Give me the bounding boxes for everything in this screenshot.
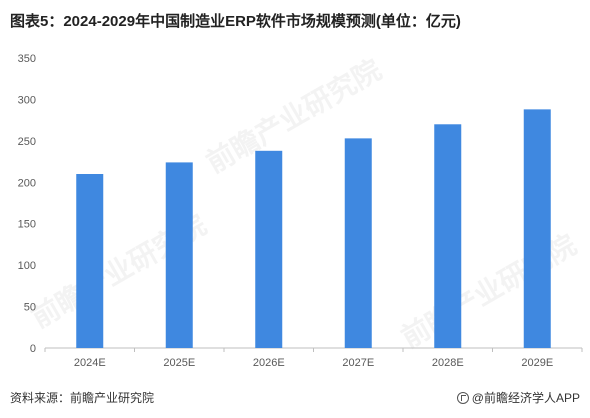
chart-title: 图表5：2024-2029年中国制造业ERP软件市场规模预测(单位：亿元) bbox=[10, 13, 461, 30]
brand-label: @前瞻经济学人APP bbox=[471, 391, 580, 405]
y-tick-label: 100 bbox=[18, 260, 36, 272]
bar bbox=[434, 124, 462, 349]
bar bbox=[165, 162, 193, 348]
bar bbox=[255, 150, 283, 348]
y-tick-label: 250 bbox=[18, 136, 36, 148]
y-tick-label: 0 bbox=[30, 343, 36, 355]
y-tick-label: 50 bbox=[24, 302, 36, 314]
brand-credit: @前瞻经济学人APP bbox=[456, 389, 580, 406]
x-tick-label: 2028E bbox=[432, 357, 464, 369]
y-tick-label: 200 bbox=[18, 177, 36, 189]
y-tick-label: 150 bbox=[18, 219, 36, 231]
x-tick-label: 2024E bbox=[74, 357, 106, 369]
source-note: 资料来源：前瞻产业研究院 bbox=[10, 391, 155, 405]
brand-logo-icon bbox=[456, 391, 469, 404]
bar bbox=[344, 138, 372, 348]
y-tick-label: 350 bbox=[18, 53, 36, 65]
x-tick-label: 2025E bbox=[163, 357, 195, 369]
x-tick-label: 2029E bbox=[521, 357, 553, 369]
x-tick-label: 2026E bbox=[253, 357, 285, 369]
bar bbox=[76, 174, 104, 348]
y-tick-label: 300 bbox=[18, 94, 36, 106]
bar bbox=[523, 109, 551, 348]
x-tick-label: 2027E bbox=[342, 357, 374, 369]
